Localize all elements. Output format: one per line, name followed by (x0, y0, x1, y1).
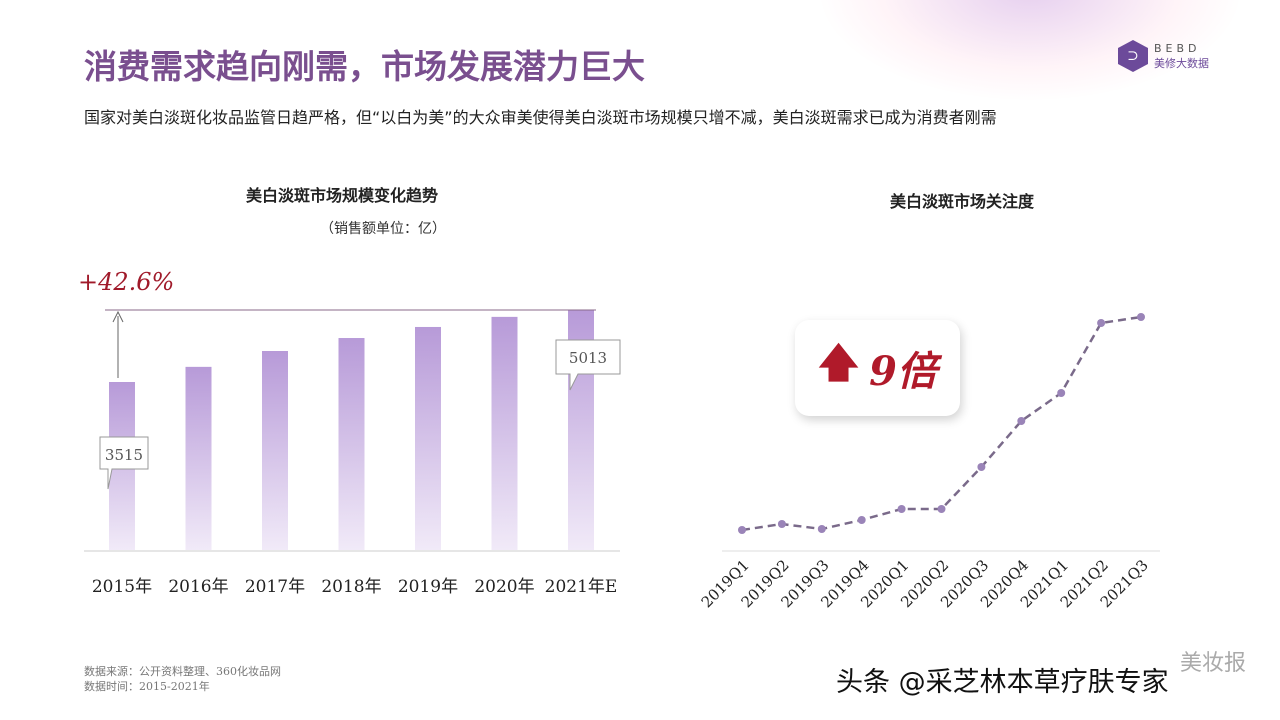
bar-value-label: 3515 (105, 446, 143, 464)
bar-2018年 (338, 338, 365, 550)
page-title: 消费需求趋向刚需，市场发展潜力巨大 (84, 47, 645, 86)
bar-chart-unit: （销售额单位：亿） (320, 221, 446, 237)
bar-2019年 (415, 326, 441, 550)
up-arrow-icon: 🡅 (818, 339, 860, 386)
x-tick-label: 2020年 (474, 577, 534, 597)
bar-2016年 (185, 366, 212, 550)
x-tick-label: 2016年 (168, 577, 228, 597)
bar-value-label: 5013 (569, 349, 607, 367)
point-2019Q1 (738, 526, 746, 534)
logo-cn: 美修大数据 (1154, 56, 1209, 70)
logo: ⊃ BEBD 美修大数据 (1118, 40, 1209, 72)
point-2019Q2 (777, 520, 786, 528)
footer-source: 数据来源：公开资料整理、360化妆品网 (84, 665, 281, 678)
logo-en: BEBD (1154, 41, 1201, 55)
label-box-last (555, 339, 621, 391)
callout-value: 9倍 (869, 348, 937, 395)
point-2020Q2 (937, 505, 946, 513)
growth-callout: 🡅 9倍 (795, 320, 960, 416)
point-2021Q3 (1137, 313, 1145, 321)
x-tick-label: 2018年 (321, 577, 381, 597)
label-box-first (99, 436, 149, 490)
point-2021Q2 (1097, 319, 1106, 327)
bar-2017年 (262, 350, 288, 550)
x-tick-label: 2019年 (398, 577, 458, 597)
x-tick-label: 2017年 (245, 577, 305, 597)
line-chart-title: 美白淡斑市场关注度 (890, 192, 1035, 211)
bar-chart-title: 美白淡斑市场规模变化趋势 (246, 186, 439, 205)
watermark-secondary: 美妆报 (1180, 651, 1247, 676)
point-2019Q4 (857, 516, 866, 524)
x-tick-label: 2021年E (545, 577, 618, 597)
growth-label: +42.6% (78, 268, 175, 296)
point-2020Q4 (1017, 417, 1026, 425)
x-tick-label: 2015年 (92, 577, 152, 597)
point-2021Q1 (1057, 389, 1066, 397)
growth-arrowhead (112, 310, 124, 323)
footer-notes: 数据来源：公开资料整理、360化妆品网 数据时间：2015-2021年 (84, 664, 281, 694)
point-2020Q3 (977, 463, 986, 471)
point-2019Q3 (817, 525, 826, 533)
point-2020Q1 (897, 505, 906, 513)
footer-time: 数据时间：2015-2021年 (84, 680, 210, 693)
bar-2020年 (491, 316, 518, 550)
page-subtitle: 国家对美白淡斑化妆品监管日趋严格，但“以白为美”的大众审美使得美白淡斑市场规模只… (84, 108, 997, 127)
watermark: 头条 @采芝林本草疗肤专家 (836, 667, 1169, 698)
